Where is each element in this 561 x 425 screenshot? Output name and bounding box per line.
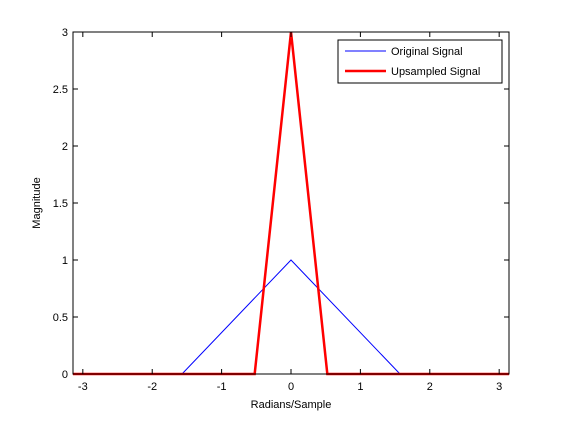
x-tick-label: 1 (357, 381, 363, 393)
y-tick-label: 2.5 (53, 84, 68, 96)
y-tick-label: 1 (62, 255, 68, 267)
plot-background (73, 32, 509, 374)
y-tick-label: 0.5 (53, 312, 68, 324)
plot-frame (72, 31, 510, 375)
x-tick-label: -1 (217, 381, 227, 393)
x-tick-label: 0 (288, 381, 294, 393)
x-tick-label: -2 (147, 381, 157, 393)
x-tick-label: 3 (496, 381, 502, 393)
y-axis-label: Magnitude (31, 177, 43, 228)
legend-label-upsampled-signal: Upsampled Signal (391, 66, 480, 78)
y-tick-label: 2 (62, 141, 68, 153)
legend-label-original-signal: Original Signal (391, 46, 463, 58)
y-tick-label: 3 (62, 27, 68, 39)
legend: Original Signal Upsampled Signal (337, 39, 503, 84)
x-tick-label: 2 (427, 381, 433, 393)
x-axis-label: Radians/Sample (251, 399, 332, 411)
legend-box (337, 39, 503, 84)
y-tick-label: 0 (62, 369, 68, 381)
x-tick-label: -3 (78, 381, 88, 393)
y-tick-label: 1.5 (53, 198, 68, 210)
